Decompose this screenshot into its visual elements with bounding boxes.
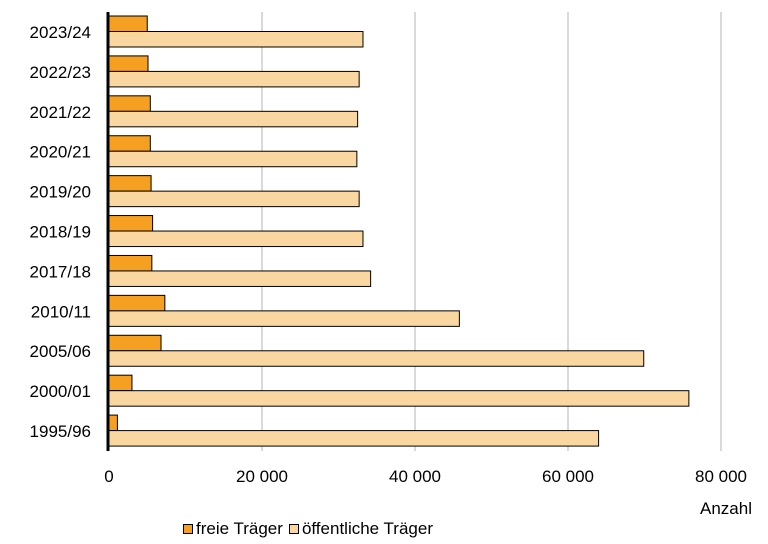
x-tick-label: 20 000 — [236, 467, 288, 486]
category-label: 2022/23 — [30, 63, 91, 82]
bar-freie — [108, 135, 151, 152]
category-label: 2017/18 — [30, 262, 91, 281]
bar-oeffentlich — [108, 390, 690, 407]
bar-oeffentlich — [108, 150, 358, 168]
x-tick-label: 60 000 — [542, 467, 594, 486]
bar-oeffentlich — [108, 430, 600, 447]
category-label: 2018/19 — [30, 223, 91, 242]
legend-swatch-freie — [183, 524, 193, 534]
category-labels: 2023/24 2022/23 2021/22 2020/21 2019/20 2018/… — [30, 23, 91, 441]
bar-freie — [108, 334, 162, 352]
x-axis-label: Anzahl — [700, 499, 752, 518]
legend-item-oeffentlich: öffentliche Träger — [288, 519, 433, 539]
category-label: 2019/20 — [30, 183, 91, 202]
bar-oeffentlich — [108, 110, 359, 128]
category-label: 1995/96 — [30, 422, 91, 441]
bar-oeffentlich — [108, 310, 460, 327]
bar-freie — [108, 374, 133, 392]
legend-item-freie: freie Träger — [183, 519, 283, 539]
x-tick-label: 80 000 — [695, 467, 747, 486]
category-label: 2010/11 — [31, 302, 91, 321]
bar-freie — [108, 55, 149, 72]
bar-freie — [108, 95, 151, 112]
x-tick-label: 40 000 — [389, 467, 441, 486]
category-label: 2021/22 — [30, 103, 91, 122]
legend-label-freie: freie Träger — [196, 519, 283, 538]
bar-oeffentlich — [108, 31, 364, 48]
legend: freie Träger öffentliche Träger — [183, 519, 439, 539]
bar-oeffentlich — [108, 350, 645, 367]
bar-freie — [108, 254, 153, 272]
x-tick-label: 0 — [104, 467, 113, 486]
category-label: 2005/06 — [30, 342, 91, 361]
legend-swatch-oeffentlich — [288, 524, 299, 534]
bar-oeffentlich — [108, 230, 364, 248]
bar-freie — [108, 294, 166, 312]
legend-label-oeffentlich: öffentliche Träger — [301, 519, 433, 538]
category-label: 2023/24 — [30, 23, 91, 42]
bar-freie — [108, 175, 152, 192]
bar-freie — [108, 215, 154, 232]
x-tick-labels: 0 20 000 40 000 60 000 80 000 — [104, 467, 747, 486]
category-label: 2020/21 — [30, 143, 91, 162]
bar-oeffentlich — [108, 70, 360, 88]
bar-freie — [108, 15, 148, 32]
bar-oeffentlich — [108, 270, 372, 287]
bars — [108, 15, 690, 447]
bar-freie — [108, 414, 118, 432]
category-label: 2000/01 — [30, 382, 91, 401]
bar-oeffentlich — [108, 190, 360, 208]
